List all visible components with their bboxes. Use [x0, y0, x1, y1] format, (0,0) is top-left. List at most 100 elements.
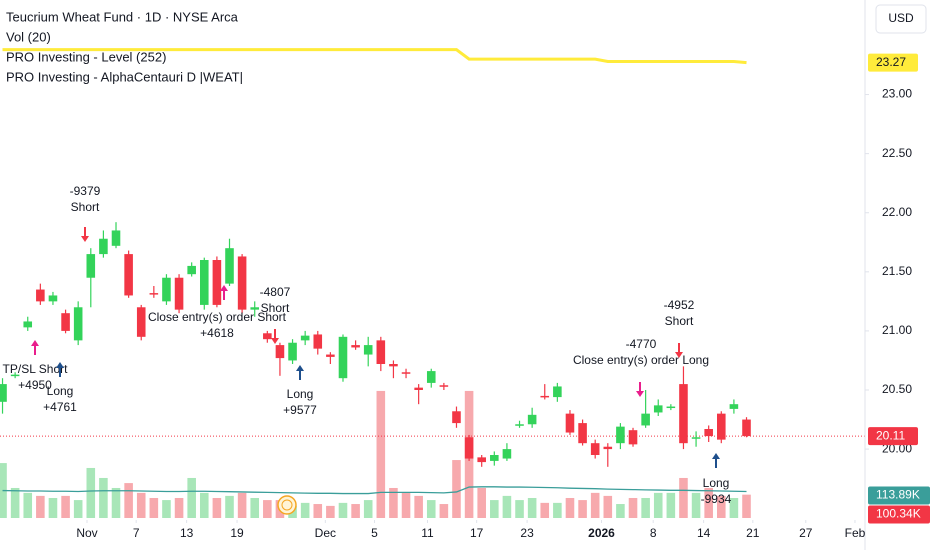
candle-body — [99, 238, 108, 255]
volume-bar — [338, 502, 348, 518]
volume-bar — [199, 492, 209, 518]
x-tick-label: Dec — [315, 526, 336, 540]
volume-bar — [414, 495, 423, 518]
candle-body — [540, 395, 550, 398]
volume-bar — [742, 494, 751, 518]
volume-bar — [704, 487, 713, 518]
x-tick-label: 21 — [746, 526, 760, 540]
volume-bar — [565, 497, 575, 518]
signal-arrow-head — [271, 338, 279, 344]
volume-bar — [48, 497, 58, 518]
volume-bar — [666, 492, 676, 518]
signal-label: Short — [665, 314, 694, 328]
volume-bar — [641, 497, 650, 518]
signal-label: -4807 — [260, 285, 291, 299]
signal-label: Close entry(s) order Short — [148, 310, 287, 324]
volume-bar — [679, 477, 688, 518]
signal-label: Short — [71, 200, 100, 214]
signal-label: +9577 — [283, 403, 317, 417]
candle-body — [490, 455, 499, 461]
volume-bar — [616, 504, 625, 518]
signal-label: Long — [47, 384, 74, 398]
volume-bar — [61, 495, 70, 518]
price-label: 113.89K — [876, 488, 920, 502]
x-tick-label: 7 — [133, 526, 140, 540]
candle-body — [23, 321, 33, 328]
candle-body — [300, 335, 310, 341]
candle-body — [742, 419, 751, 437]
candle-body — [565, 413, 575, 433]
volume-bar — [439, 504, 449, 518]
volume-bar — [162, 500, 171, 518]
x-tick-label: 27 — [799, 526, 813, 540]
candle-body — [553, 386, 562, 398]
candle-body — [338, 336, 348, 379]
dividend-icon[interactable] — [277, 495, 297, 515]
volume-bar — [99, 477, 108, 518]
candle-body — [10, 374, 20, 377]
candle-body — [616, 426, 625, 444]
volume-bar — [653, 492, 663, 518]
signal-label: -4770 — [626, 337, 657, 351]
candle-body — [199, 260, 209, 305]
signal-arrow-head — [56, 362, 64, 368]
candle-body — [149, 293, 159, 295]
volume-bar — [540, 502, 550, 518]
volume-bar — [490, 500, 499, 518]
volume-bar — [389, 487, 398, 518]
y-tick-label: 22.50 — [882, 146, 912, 160]
price-label: 100.34K — [876, 507, 921, 521]
candle-body — [401, 372, 411, 374]
signal-label: +4761 — [43, 400, 77, 414]
volume-bar — [553, 502, 562, 518]
y-tick-label: 21.00 — [882, 323, 912, 337]
candle-body — [717, 413, 726, 440]
volume-bar — [452, 460, 461, 518]
volume-bar — [363, 500, 373, 518]
volume-bar — [187, 477, 196, 518]
candle-body — [48, 295, 58, 302]
candle-body — [389, 364, 398, 367]
signal-arrow-head — [296, 365, 304, 371]
volume-bar — [86, 467, 96, 518]
candle-body — [590, 443, 600, 455]
signal-label: Short — [261, 301, 290, 315]
price-label-box — [868, 53, 918, 72]
candle-body — [351, 345, 360, 348]
price-pane — [0, 48, 865, 467]
candle-body — [439, 385, 449, 387]
x-tick-label: 14 — [697, 526, 711, 540]
candle-body — [73, 307, 83, 341]
volume-bar — [590, 492, 600, 518]
volume-bar — [225, 495, 234, 518]
y-tick-label: 22.00 — [882, 205, 912, 219]
candle-body — [603, 446, 613, 450]
volume-bar — [36, 495, 45, 518]
level-line — [2, 48, 747, 65]
candle-body — [61, 313, 70, 331]
volume-bar — [237, 492, 247, 518]
signal-arrow-head — [220, 285, 228, 291]
price-label-box — [868, 505, 930, 524]
signal-label: Close entry(s) order Long — [573, 353, 709, 367]
candle-body — [502, 449, 512, 459]
volume-bar — [502, 495, 512, 518]
chart-title: Teucrium Wheat Fund · 1D · NYSE Arca — [6, 9, 239, 24]
volume-bar — [250, 497, 260, 518]
volume-bar — [212, 497, 222, 518]
volume-bar — [136, 492, 146, 518]
volume-bar — [717, 495, 726, 518]
candle-body — [162, 277, 171, 302]
x-tick-label: 2026 — [588, 526, 615, 540]
candle-body — [275, 345, 285, 359]
volume-bar — [578, 500, 587, 518]
candle-body — [237, 256, 247, 310]
y-tick-label: 23.00 — [882, 87, 912, 101]
candle-body — [288, 342, 297, 361]
candle-body — [124, 254, 133, 296]
x-tick-label: Feb — [845, 526, 866, 540]
currency-button[interactable] — [875, 4, 927, 34]
candle-body — [641, 413, 650, 426]
signal-label: -9379 — [70, 184, 101, 198]
